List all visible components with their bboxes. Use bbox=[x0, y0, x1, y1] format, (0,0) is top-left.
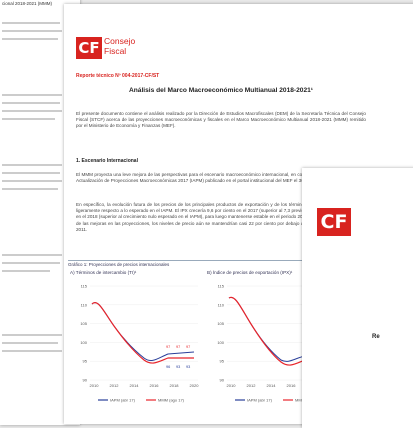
paragraph: En específico, la evolución futura de lo… bbox=[76, 202, 366, 232]
value-label: 93 bbox=[176, 365, 180, 369]
x-tick-label: 2014 bbox=[267, 383, 277, 388]
left-page-text: cional 2018-2021 (MMM) bbox=[2, 1, 53, 6]
legend-label: IAPM (abr 17) bbox=[110, 398, 136, 403]
y-tick-label: 100 bbox=[80, 340, 87, 345]
y-tick-label: 100 bbox=[217, 340, 224, 345]
y-tick-label: 110 bbox=[81, 302, 88, 307]
right-page: CF Re bbox=[302, 168, 413, 428]
logo-line: Consejo bbox=[104, 36, 136, 46]
line-mmm bbox=[228, 296, 331, 366]
legend-label: IAPM (abr 17) bbox=[247, 398, 273, 403]
logo-text: Consejo Fiscal bbox=[104, 36, 136, 56]
doc-title: Análisis del Marco Macroeconómico Multia… bbox=[129, 87, 313, 94]
x-tick-label: 2012 bbox=[110, 383, 120, 388]
paragraph: El presente documento contiene el anális… bbox=[76, 111, 366, 129]
x-tick-label: 2018 bbox=[170, 383, 180, 388]
y-tick-label: 90 bbox=[220, 378, 225, 383]
x-tick-label: 2010 bbox=[90, 383, 100, 388]
y-tick-label: 105 bbox=[217, 321, 224, 326]
x-tick-label: 2014 bbox=[130, 383, 140, 388]
y-tick-label: 95 bbox=[220, 359, 225, 364]
x-tick-label: 2020 bbox=[190, 383, 200, 388]
value-label: 97 bbox=[186, 345, 190, 349]
value-label: 93 bbox=[186, 365, 190, 369]
value-label: 96 bbox=[166, 365, 170, 369]
x-tick-label: 2012 bbox=[247, 383, 257, 388]
y-tick-label: 110 bbox=[218, 302, 225, 307]
x-tick-label: 2010 bbox=[227, 383, 237, 388]
section-heading: 1. Escenario Internacional bbox=[76, 158, 138, 164]
left-page-lines bbox=[2, 22, 62, 352]
line-mmm bbox=[91, 302, 194, 364]
figure-title: Gráfico 1: Proyecciones de precios inter… bbox=[68, 260, 368, 267]
figure-panel: A) Términos de intercambio (TI)¹ 115 110 10… bbox=[68, 268, 203, 423]
right-page-text: Re bbox=[372, 334, 380, 340]
logo-mark: CF bbox=[76, 37, 102, 59]
y-tick-label: 115 bbox=[81, 284, 88, 289]
y-tick-label: 95 bbox=[83, 359, 88, 364]
legend-label: MMM (ago 17) bbox=[158, 398, 185, 403]
value-label: 97 bbox=[166, 345, 170, 349]
paragraph: El MMM proyecta una leve mejora de las p… bbox=[76, 172, 366, 184]
panel-chart: A) Términos de intercambio (TI)¹ 115 110 10… bbox=[70, 270, 200, 403]
x-tick-label: 2016 bbox=[287, 383, 297, 388]
y-tick-label: 105 bbox=[80, 321, 87, 326]
panel-title: B) Índice de precios de exportación (IPX… bbox=[207, 269, 293, 275]
panel-title: A) Términos de intercambio (TI)¹ bbox=[70, 270, 137, 275]
value-label: 97 bbox=[176, 345, 180, 349]
line-iapm bbox=[91, 302, 195, 361]
x-tick-label: 2016 bbox=[150, 383, 160, 388]
report-number: Reporte técnico Nº 004-2017-CF/ST bbox=[76, 73, 160, 79]
logo-mark: CF bbox=[317, 208, 351, 236]
y-tick-label: 90 bbox=[83, 378, 88, 383]
y-tick-label: 115 bbox=[218, 284, 225, 289]
logo-line: Fiscal bbox=[104, 45, 127, 56]
